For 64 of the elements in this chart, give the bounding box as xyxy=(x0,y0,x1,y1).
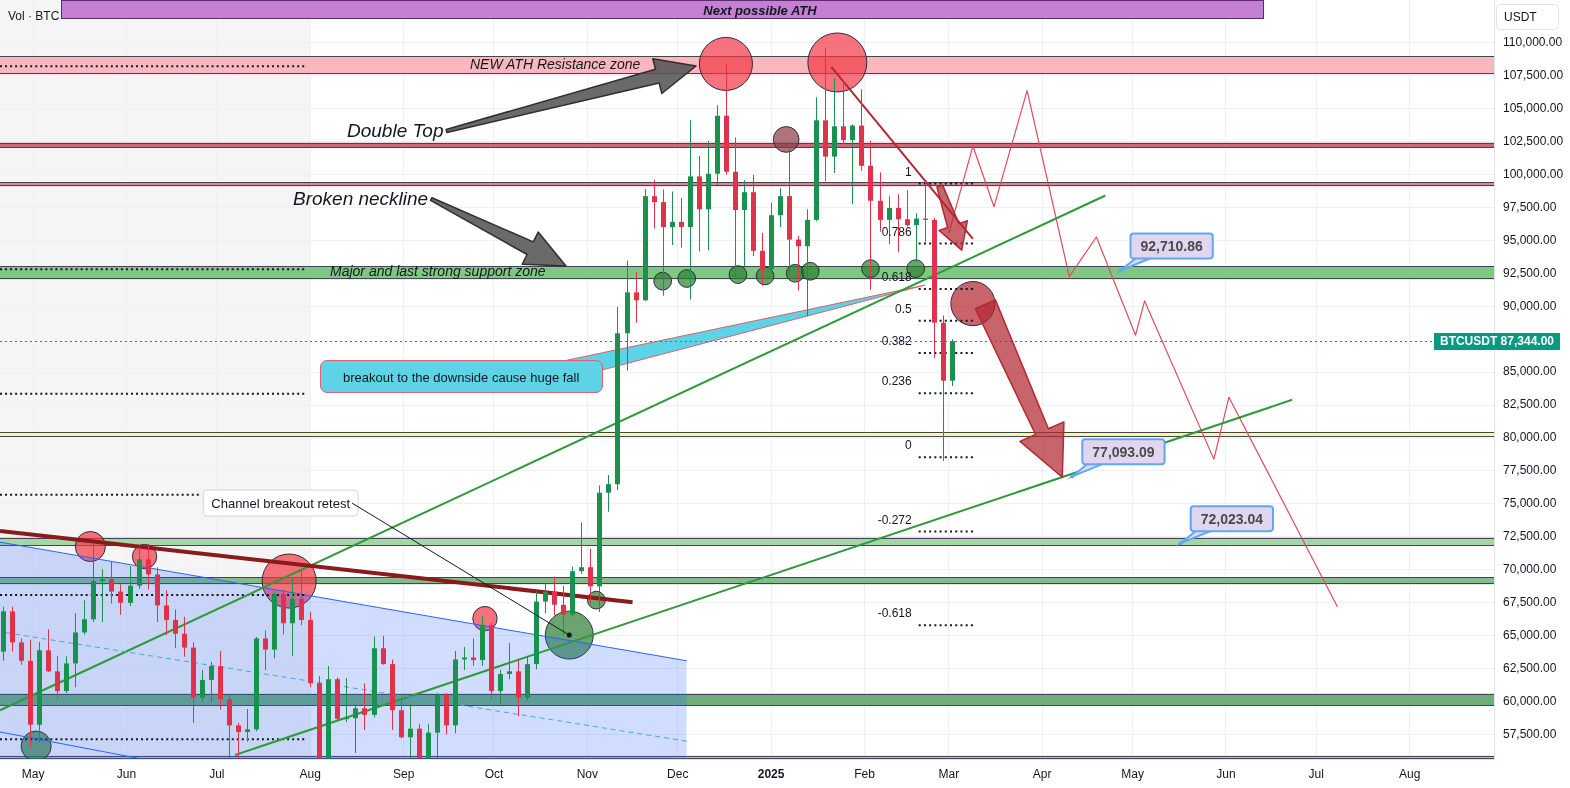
candlestick xyxy=(344,677,349,723)
annotation: Broken neckline xyxy=(293,188,429,209)
x-tick-label: Jun xyxy=(1216,766,1236,781)
x-tick-label: Aug xyxy=(1398,766,1421,781)
candlestick xyxy=(579,522,584,574)
y-tick-label: 67,500.00 xyxy=(1503,595,1557,610)
x-tick-label: Dec xyxy=(667,766,689,781)
x-tick-label: Oct xyxy=(484,766,504,781)
y-tick-label: 105,000.00 xyxy=(1503,100,1564,115)
y-tick-label: 107,500.00 xyxy=(1503,67,1564,82)
x-tick-label: May xyxy=(21,766,45,781)
y-tick-label: 65,000.00 xyxy=(1503,628,1557,643)
x-tick-label: Feb xyxy=(854,766,876,781)
annotation: 72,023.04 xyxy=(1200,510,1264,527)
x-tick-label: Jul xyxy=(1308,766,1324,781)
series-label: 0.236 xyxy=(881,374,913,389)
annotation: 92,710.86 xyxy=(1140,237,1203,254)
y-tick-label: 95,000.00 xyxy=(1503,232,1557,247)
y-tick-label: 97,500.00 xyxy=(1503,199,1557,214)
annotation: 77,093.09 xyxy=(1092,443,1155,460)
y-tick-label: 102,500.00 xyxy=(1503,133,1564,148)
y-tick-label: 62,500.00 xyxy=(1503,661,1557,676)
candlestick xyxy=(245,708,250,742)
series-label: 0.382 xyxy=(881,334,913,348)
series-label: -0.618 xyxy=(877,606,913,621)
x-tick-label: Aug xyxy=(299,766,321,781)
annotation: Channel breakout retest xyxy=(211,495,351,511)
annotation: Double Top xyxy=(347,120,444,141)
x-tick-label: Nov xyxy=(576,766,599,781)
y-tick-label: 92,500.00 xyxy=(1503,265,1557,280)
band-label: NEW ATH Resistance zone xyxy=(470,56,641,73)
x-tick-label: 2025 xyxy=(757,766,785,781)
y-tick-label: 90,000.00 xyxy=(1503,298,1557,313)
y-tick-label: 85,000.00 xyxy=(1503,364,1557,379)
candlestick xyxy=(670,191,675,245)
candlestick xyxy=(507,643,512,680)
y-tick-label: 60,000.00 xyxy=(1503,693,1557,708)
y-tick-label: 70,000.00 xyxy=(1503,562,1557,577)
x-tick-label: Sep xyxy=(392,766,415,781)
x-tick-label: Jun xyxy=(116,766,137,781)
y-tick-label: 110,000.00 xyxy=(1503,34,1563,49)
y-axis-title: USDT xyxy=(1504,10,1538,25)
series-label: 1 xyxy=(905,164,912,179)
x-tick-label: Apr xyxy=(1032,766,1052,781)
series-label: 0 xyxy=(905,438,912,453)
y-tick-label: 75,000.00 xyxy=(1503,496,1557,511)
y-tick-label: 80,000.00 xyxy=(1503,430,1557,445)
ref-line-label: BTCUSDT 87,344.00 xyxy=(1439,333,1555,348)
annotation: Vol · BTC xyxy=(8,9,60,23)
y-tick-label: 100,000.00 xyxy=(1503,166,1564,181)
annotation: Next possible ATH xyxy=(703,2,817,17)
candlestick xyxy=(679,198,684,248)
annotation: breakout to the downside cause huge fall xyxy=(343,369,580,385)
candlestick xyxy=(100,569,105,622)
series-label: -0.272 xyxy=(877,512,913,527)
band-label: Major and last strong support zone xyxy=(330,263,546,280)
y-tick-label: 72,500.00 xyxy=(1503,529,1557,544)
x-tick-label: May xyxy=(1121,766,1144,781)
x-tick-label: Mar xyxy=(938,766,960,781)
x-tick-label: Jul xyxy=(209,766,225,781)
series-label: 0.5 xyxy=(895,301,913,316)
y-tick-label: 57,500.00 xyxy=(1503,726,1557,741)
y-tick-label: 77,500.00 xyxy=(1503,463,1557,478)
y-tick-label: 82,500.00 xyxy=(1503,397,1557,412)
